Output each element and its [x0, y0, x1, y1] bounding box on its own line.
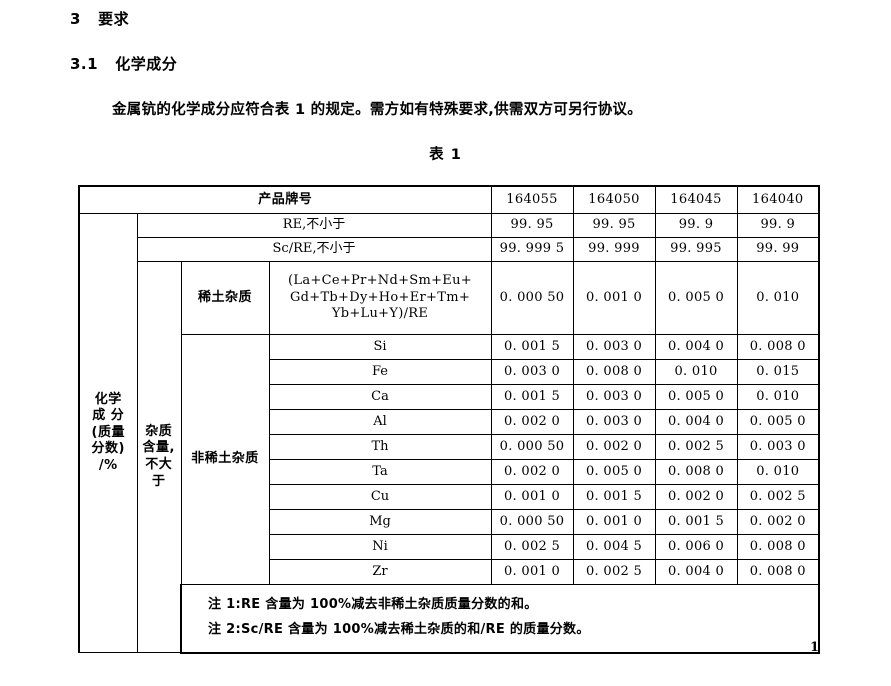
table-row-re-min: 化学 成 分 (质量 分数) /% RE,不小于 99. 95 99. 95 9… — [78, 212, 821, 654]
grade-col-1: 164055 — [490, 185, 574, 214]
table-row: Ca 0. 001 5 0. 003 0 0. 005 0 0. 010 — [79, 384, 821, 410]
element-value-2: 0. 004 5 — [572, 534, 656, 560]
element-value-2: 0. 003 0 — [572, 384, 656, 410]
table-row: Al 0. 002 0 0. 003 0 0. 004 0 0. 005 0 — [79, 409, 821, 435]
rare-earth-value-4: 0. 010 — [736, 261, 821, 335]
element-name: Ta — [268, 459, 492, 485]
element-value-4: 0. 002 5 — [736, 484, 821, 510]
element-value-3: 0. 001 5 — [654, 509, 738, 535]
element-value-2: 0. 002 0 — [572, 434, 656, 460]
element-value-4: 0. 008 0 — [736, 534, 821, 560]
element-name: Cu — [268, 484, 492, 510]
element-value-3: 0. 010 — [654, 359, 738, 385]
grade-col-2: 164050 — [572, 185, 656, 214]
element-name: Zr — [268, 559, 492, 585]
element-name: Th — [268, 434, 492, 460]
re-min-value-4: 99. 9 — [736, 213, 821, 238]
element-value-2: 0. 005 0 — [572, 459, 656, 485]
rare-earth-value-2: 0. 001 0 — [572, 261, 656, 335]
element-value-2: 0. 001 0 — [572, 509, 656, 535]
note-2: 注 2:Sc/RE 含量为 100%减去稀土杂质的和/RE 的质量分数。 — [208, 622, 590, 638]
element-value-1: 0. 003 0 — [490, 359, 574, 385]
section-heading-3: 3 要求 — [70, 10, 130, 28]
element-name: Ni — [268, 534, 492, 560]
grade-col-3: 164045 — [654, 185, 738, 214]
element-value-3: 0. 004 0 — [654, 559, 738, 585]
intro-paragraph: 金属钪的化学成分应符合表 1 的规定。需方如有特殊要求,供需双方可另行协议。 — [112, 102, 643, 118]
sc-re-min-value-2: 99. 999 — [572, 237, 656, 262]
element-value-4: 0. 008 0 — [736, 559, 821, 585]
element-value-3: 0. 002 0 — [654, 484, 738, 510]
element-name: Fe — [268, 359, 492, 385]
row-label-re-min: RE,不小于 — [136, 213, 492, 238]
element-value-4: 0. 008 0 — [736, 334, 821, 360]
element-value-1: 0. 002 0 — [490, 459, 574, 485]
element-value-4: 0. 003 0 — [736, 434, 821, 460]
note-1: 注 1:RE 含量为 100%减去非稀土杂质质量分数的和。 — [208, 597, 538, 612]
element-value-1: 0. 002 5 — [490, 534, 574, 560]
row-label-rare-earth-impurity: 稀土杂质 — [180, 261, 270, 335]
element-name: Si — [268, 334, 492, 360]
table-caption: 表 1 — [429, 147, 462, 163]
row-label-non-rare-earth-impurity: 非稀土杂质 — [180, 334, 270, 585]
element-value-2: 0. 003 0 — [572, 334, 656, 360]
rare-earth-formula: (La+Ce+Pr+Nd+Sm+Eu+ Gd+Tb+Dy+Ho+Er+Tm+ Y… — [268, 261, 492, 335]
element-value-1: 0. 001 5 — [490, 384, 574, 410]
sc-re-min-value-3: 99. 995 — [654, 237, 738, 262]
rare-earth-value-1: 0. 000 50 — [490, 261, 574, 335]
element-name: Al — [268, 409, 492, 435]
row-label-sc-re-min: Sc/RE,不小于 — [136, 237, 492, 262]
row-label-impurity-group: 杂质 含量, 不大于 — [136, 260, 182, 654]
element-value-3: 0. 008 0 — [654, 459, 738, 485]
section-heading-3-1: 3.1 化学成分 — [70, 55, 178, 73]
element-value-4: 0. 002 0 — [736, 509, 821, 535]
re-min-value-2: 99. 95 — [572, 213, 656, 238]
element-value-4: 0. 010 — [736, 384, 821, 410]
row-label-composition-group: 化学 成 分 (质量 分数) /% — [78, 212, 138, 654]
element-value-3: 0. 002 5 — [654, 434, 738, 460]
element-value-3: 0. 005 0 — [654, 384, 738, 410]
element-value-3: 0. 004 0 — [654, 334, 738, 360]
element-value-2: 0. 008 0 — [572, 359, 656, 385]
table-row-product-grade: 产品牌号 164055 164050 164045 164040 — [77, 185, 821, 214]
element-value-1: 0. 002 0 — [490, 409, 574, 435]
element-value-4: 0. 015 — [736, 359, 821, 385]
table-row-rare-earth-impurity: 杂质 含量, 不大于 稀土杂质 (La+Ce+Pr+Nd+Sm+Eu+ Gd+T… — [79, 260, 821, 654]
table-row: Ta 0. 002 0 0. 005 0 0. 008 0 0. 010 — [79, 459, 821, 485]
element-value-1: 0. 001 0 — [490, 484, 574, 510]
element-value-4: 0. 010 — [736, 459, 821, 485]
element-value-1: 0. 000 50 — [490, 509, 574, 535]
table-notes: 注 1:RE 含量为 100%减去非稀土杂质质量分数的和。 注 2:Sc/RE … — [179, 583, 821, 654]
element-value-2: 0. 003 0 — [572, 409, 656, 435]
table-row-sc-re-min: Sc/RE,不小于 99. 999 5 99. 999 99. 995 99. … — [79, 237, 821, 262]
sc-re-min-value-1: 99. 999 5 — [490, 237, 574, 262]
table-row: Th 0. 000 50 0. 002 0 0. 002 5 0. 003 0 — [79, 434, 821, 460]
table-row: 非稀土杂质 Si 0. 001 5 0. 003 0 0. 004 0 0. 0… — [79, 334, 821, 585]
chemical-composition-table: 产品牌号 164055 164050 164045 164040 化学 成 分 … — [77, 185, 821, 654]
header-product-grade: 产品牌号 — [77, 185, 492, 214]
element-value-3: 0. 004 0 — [654, 409, 738, 435]
element-value-1: 0. 001 5 — [490, 334, 574, 360]
sc-re-min-value-4: 99. 99 — [736, 237, 821, 262]
element-name: Mg — [268, 509, 492, 535]
table-row: Zr 0. 001 0 0. 002 5 0. 004 0 0. 008 0 — [79, 559, 821, 585]
element-name: Ca — [268, 384, 492, 410]
rare-earth-value-3: 0. 005 0 — [654, 261, 738, 335]
element-value-1: 0. 001 0 — [490, 559, 574, 585]
element-value-2: 0. 001 5 — [572, 484, 656, 510]
grade-col-4: 164040 — [736, 185, 821, 214]
element-value-3: 0. 006 0 — [654, 534, 738, 560]
table-row: Cu 0. 001 0 0. 001 5 0. 002 0 0. 002 5 — [79, 484, 821, 510]
re-min-value-3: 99. 9 — [654, 213, 738, 238]
element-value-1: 0. 000 50 — [490, 434, 574, 460]
re-min-value-1: 99. 95 — [490, 213, 574, 238]
table-row: Fe 0. 003 0 0. 008 0 0. 010 0. 015 — [79, 359, 821, 385]
element-value-2: 0. 002 5 — [572, 559, 656, 585]
table-row-notes: 注 1:RE 含量为 100%减去非稀土杂质质量分数的和。 注 2:Sc/RE … — [79, 583, 821, 654]
page-number: 1 — [810, 640, 820, 655]
element-value-4: 0. 005 0 — [736, 409, 821, 435]
